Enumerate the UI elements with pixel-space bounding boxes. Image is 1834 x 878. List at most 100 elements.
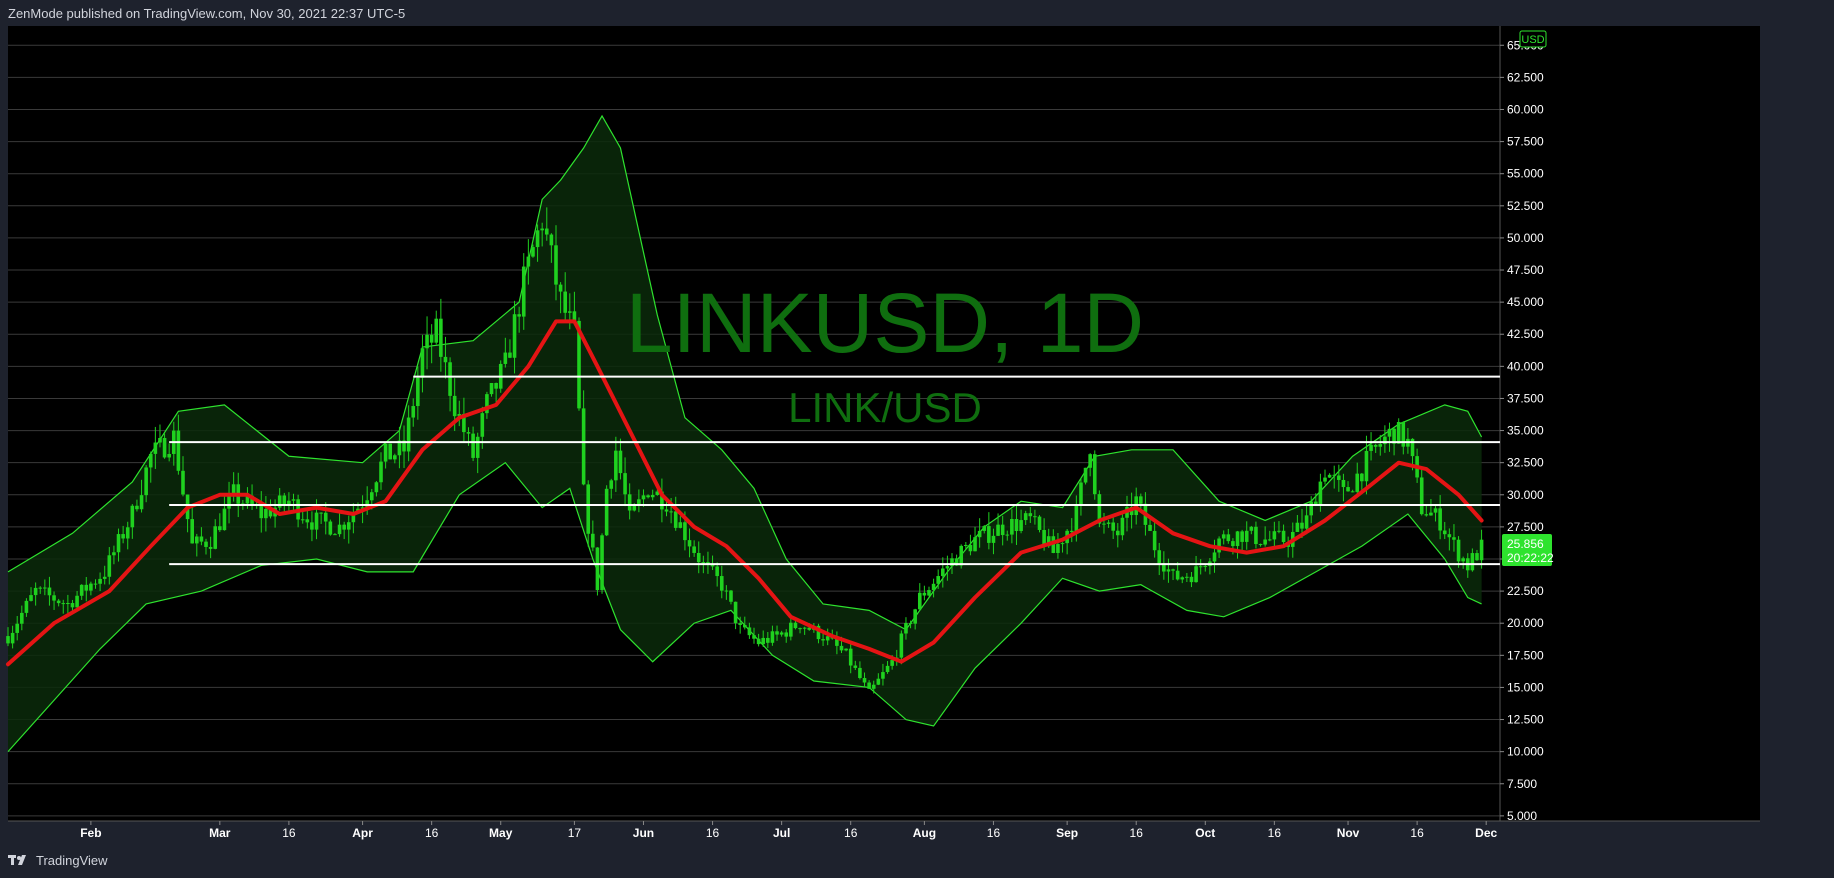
candle-body: [1337, 475, 1341, 480]
candle-body: [784, 632, 789, 637]
currency-badge[interactable]: USD: [1519, 30, 1547, 48]
time-tick-label: May: [489, 826, 513, 840]
candle-body: [144, 467, 148, 496]
candle-body: [798, 628, 802, 630]
candle-body: [1092, 454, 1097, 495]
time-tick-label: 16: [706, 826, 720, 840]
candle-body: [489, 383, 494, 395]
candle-body: [1479, 539, 1484, 561]
candle-body: [1373, 444, 1378, 447]
candle-body: [1355, 473, 1360, 492]
candle-body: [162, 437, 167, 458]
candle-body: [991, 535, 996, 543]
candle-body: [112, 552, 116, 556]
price-chart[interactable]: LINKUSD, 1D LINK/USD 5.000 7.500 10.000 12.…: [0, 26, 1834, 844]
candle-body: [1401, 422, 1406, 447]
candle-body: [323, 512, 328, 522]
candle-body: [125, 527, 130, 539]
candle-body: [761, 637, 766, 645]
price-tick-label: 17.500: [1507, 648, 1544, 662]
candle-body: [397, 440, 402, 456]
time-tick-label: Mar: [209, 826, 231, 840]
candle-body: [512, 314, 517, 358]
candle-body: [1410, 438, 1415, 457]
footer-brand[interactable]: TradingView: [8, 848, 108, 874]
footer-brand-label: TradingView: [36, 853, 108, 868]
candle-body: [1037, 516, 1042, 530]
candle-body: [1212, 552, 1217, 562]
candle-body: [1005, 534, 1010, 536]
time-tick-label: 16: [1268, 826, 1282, 840]
candle-body: [719, 576, 724, 591]
candle-body: [1438, 508, 1442, 531]
candle-body: [521, 266, 526, 317]
candle-body: [927, 590, 931, 596]
horizontal-levels[interactable]: [169, 375, 1500, 566]
price-axis[interactable]: 5.000 7.500 10.000 12.500 15.000 17.500 20.000…: [1500, 38, 1544, 823]
candle-body: [1332, 474, 1337, 476]
candle-body: [15, 623, 20, 633]
candle-body: [1217, 538, 1221, 553]
candle-body: [1189, 576, 1194, 583]
price-tick-label: 32.500: [1507, 456, 1544, 470]
candle-body: [544, 228, 549, 235]
candle-body: [204, 541, 208, 547]
candle-body: [568, 311, 572, 313]
candle-body: [650, 494, 655, 498]
candle-body: [1309, 501, 1313, 516]
time-tick-label: 16: [987, 826, 1001, 840]
time-axis[interactable]: Feb Mar 16 Apr 16 May 17 Jun 16 Jul 16 Aug 16 Sep 16 Oc…: [80, 821, 1498, 840]
candle-body: [107, 555, 112, 577]
candle-body: [1350, 491, 1355, 493]
candle-body: [793, 622, 798, 629]
candle-body: [687, 540, 692, 547]
candle-body: [554, 245, 558, 285]
candle-body: [420, 348, 425, 378]
candle-body: [789, 622, 793, 637]
candle-body: [964, 544, 968, 546]
candle-body: [1198, 566, 1203, 568]
candle-body: [102, 576, 107, 579]
candle-body: [844, 648, 848, 651]
candle-body: [890, 660, 894, 666]
last-price-value: 25.856: [1507, 537, 1544, 551]
tradingview-logo-icon: [8, 855, 26, 865]
price-tick-label: 15.000: [1507, 680, 1544, 694]
candle-body: [1447, 534, 1452, 538]
candle-body: [1258, 544, 1263, 546]
price-tick-label: 62.500: [1507, 70, 1544, 84]
candle-body: [1396, 422, 1401, 444]
price-tick-label: 20.000: [1507, 616, 1544, 630]
price-tick-label: 30.000: [1507, 488, 1544, 502]
candle-body: [1185, 576, 1189, 578]
time-tick-label: 16: [1410, 826, 1424, 840]
candle-body: [1023, 513, 1028, 521]
candle-body: [1194, 566, 1198, 583]
time-tick-label: Oct: [1195, 826, 1215, 840]
currency-badge-box[interactable]: [1519, 30, 1547, 48]
candle-body: [351, 513, 356, 523]
candle-body: [517, 314, 521, 317]
candle-body: [1281, 530, 1286, 543]
candle-body: [591, 533, 595, 548]
candle-body: [480, 413, 485, 437]
candle-body: [439, 318, 443, 357]
candle-body: [752, 635, 756, 639]
time-tick-label: Sep: [1056, 826, 1078, 840]
candle-body: [766, 637, 770, 643]
candle-body: [1074, 505, 1079, 533]
candle-body: [10, 632, 15, 644]
candle-body: [1323, 477, 1327, 482]
candle-body: [319, 512, 323, 514]
candle-body: [1120, 517, 1125, 536]
candle-body: [1139, 496, 1143, 504]
candle-body: [835, 638, 839, 646]
candle-body: [153, 442, 158, 454]
candle-body: [775, 631, 779, 635]
candle-body: [531, 247, 535, 257]
candle-body: [614, 450, 618, 481]
candle-body: [305, 519, 310, 523]
candle-body: [121, 534, 125, 539]
candle-body: [116, 534, 121, 553]
